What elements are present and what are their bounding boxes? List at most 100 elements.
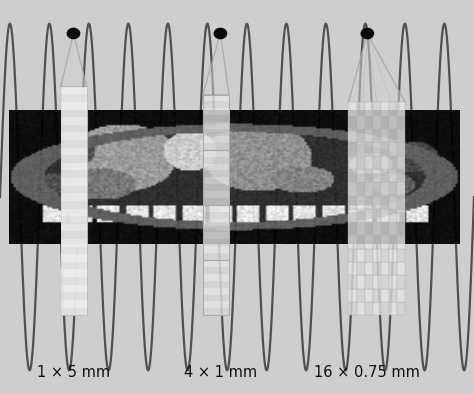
Bar [389,209,397,222]
Bar [373,262,381,275]
Bar [203,95,229,150]
Polygon shape [61,33,87,87]
Bar [203,122,229,129]
Bar [389,249,397,262]
Bar [381,169,389,182]
Bar [381,102,389,116]
Bar [203,170,229,177]
Bar [61,132,87,140]
Bar [61,155,87,163]
Bar [373,195,381,209]
Bar [365,249,373,262]
Bar [373,302,381,315]
Bar [356,249,365,262]
Bar [365,275,373,288]
Bar [356,169,365,182]
Bar [203,281,229,288]
Bar [61,224,87,231]
Bar [389,182,397,195]
Bar [389,262,397,275]
Bar [203,205,229,260]
Bar [389,235,397,249]
Polygon shape [203,33,229,95]
Bar [61,102,87,110]
Bar [397,129,405,142]
Bar [61,171,87,178]
Bar [61,216,87,224]
Bar [203,246,229,253]
Bar [397,142,405,156]
Bar [203,205,229,212]
Bar [389,156,397,169]
Bar [397,235,405,249]
Bar [356,235,365,249]
Bar [373,209,381,222]
Bar [397,262,405,275]
Bar [61,269,87,277]
Bar [381,302,389,315]
Bar [373,182,381,195]
Bar [365,195,373,209]
Bar [373,222,381,236]
Text: 1 × 5 mm: 1 × 5 mm [37,365,110,380]
Bar [203,198,229,205]
Bar [348,169,356,182]
Bar [389,102,397,116]
Circle shape [214,28,227,39]
Bar [356,288,365,302]
Bar [356,142,365,156]
Bar [203,301,229,308]
Text: 16 × 0.75 mm: 16 × 0.75 mm [314,365,420,380]
Bar [397,195,405,209]
Bar [356,116,365,129]
Text: 4 × 1 mm: 4 × 1 mm [184,365,257,380]
Bar [348,222,356,236]
Bar [397,182,405,195]
Bar [381,156,389,169]
Bar [348,262,356,275]
Bar [389,302,397,315]
Bar [203,184,229,191]
Bar [61,87,87,94]
Bar [365,209,373,222]
Bar [348,288,356,302]
Bar [365,102,373,116]
Bar [203,191,229,198]
Bar [373,102,381,116]
Bar [203,288,229,295]
Bar [348,235,356,249]
Bar [203,115,229,122]
Bar [381,182,389,195]
Bar [61,231,87,239]
Bar [356,209,365,222]
Bar [61,254,87,262]
Bar [365,262,373,275]
Bar [61,193,87,201]
Bar [203,308,229,315]
Bar [203,253,229,260]
Bar [203,129,229,136]
Bar [61,117,87,125]
Bar [389,195,397,209]
Bar [203,260,229,267]
Bar [381,275,389,288]
Bar [365,222,373,236]
Bar [365,235,373,249]
Bar [61,110,87,117]
Bar [397,102,405,116]
Bar [389,222,397,236]
Bar [356,222,365,236]
Bar [373,156,381,169]
Bar [381,129,389,142]
Bar [381,142,389,156]
Bar [373,116,381,129]
Bar [61,201,87,208]
Bar [356,302,365,315]
Bar [365,288,373,302]
Bar [203,150,229,156]
Bar [397,302,405,315]
Bar [61,208,87,216]
Bar [61,292,87,300]
Bar [61,94,87,102]
Bar [389,169,397,182]
